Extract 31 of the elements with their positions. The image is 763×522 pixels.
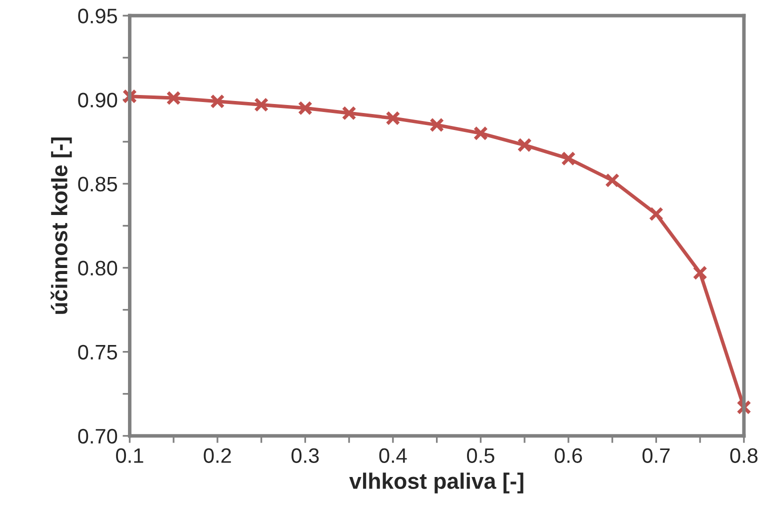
point — [166, 90, 181, 106]
y-axis-title: účinnost kotle [-] — [50, 138, 72, 314]
y-tick-label: 0.95 — [78, 8, 118, 24]
x-tick-label: 0.5 — [467, 448, 494, 463]
x-tick-label: 0.2 — [204, 448, 231, 463]
point — [342, 106, 356, 120]
point — [386, 110, 400, 126]
y-tick-label: 0.85 — [78, 176, 118, 192]
point — [692, 266, 708, 280]
x-tick-label: 0.6 — [554, 448, 582, 463]
point — [517, 138, 532, 152]
point — [122, 89, 137, 104]
point — [430, 118, 444, 132]
y-tick-label: 0.75 — [78, 344, 118, 360]
point — [736, 400, 752, 415]
y-tick-label: 0.80 — [78, 260, 118, 276]
x-tick-label: 0.4 — [379, 448, 407, 463]
y-tick-label: 0.90 — [78, 92, 118, 108]
point — [648, 206, 664, 222]
x-tick-label: 0.8 — [730, 448, 758, 463]
point — [561, 151, 576, 166]
x-axis-title: vlhkost paliva [-] — [349, 472, 524, 494]
point — [473, 126, 488, 141]
x-tick-label: 0.3 — [292, 448, 319, 463]
y-tick-label: 0.70 — [78, 428, 118, 444]
point — [254, 97, 269, 112]
point — [298, 100, 312, 116]
point — [210, 94, 225, 109]
x-tick-label: 0.7 — [642, 448, 670, 463]
x-tick-label: 0.1 — [116, 448, 144, 463]
point — [605, 173, 620, 188]
